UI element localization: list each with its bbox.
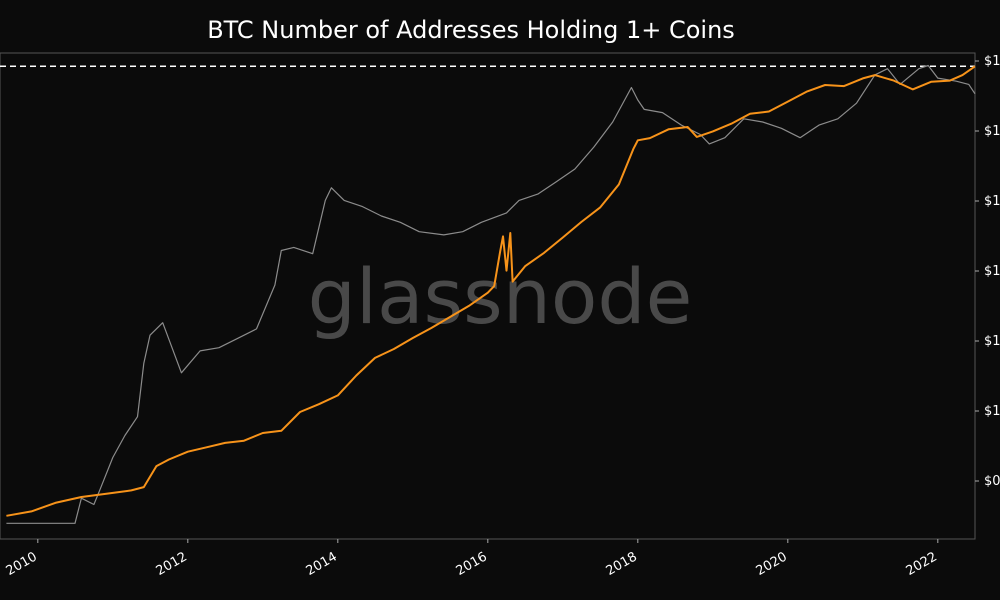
x-tick-label: 2012	[154, 549, 190, 579]
watermark-text: glassnode	[308, 252, 693, 341]
y-tick-label: $1	[984, 334, 1000, 349]
x-tick-label: 2016	[454, 549, 490, 579]
y-tick-label: $1	[984, 264, 1000, 279]
chart-title: BTC Number of Addresses Holding 1+ Coins	[207, 16, 735, 44]
x-tick-label: 2018	[604, 549, 640, 579]
series-line-addresses	[6, 65, 976, 517]
series-line-price	[6, 64, 976, 524]
y-tick-label: $1	[984, 54, 1000, 69]
y-tick-label: $1	[984, 404, 1000, 419]
x-tick-label: 2014	[304, 549, 340, 579]
y-tick-label: $1	[984, 124, 1000, 139]
x-tick-label: 2022	[904, 549, 940, 579]
x-tick-label: 2010	[4, 549, 40, 579]
y-tick-label: $0	[984, 474, 1000, 489]
y-tick-label: $1	[984, 194, 1000, 209]
x-tick-label: 2020	[754, 549, 790, 579]
